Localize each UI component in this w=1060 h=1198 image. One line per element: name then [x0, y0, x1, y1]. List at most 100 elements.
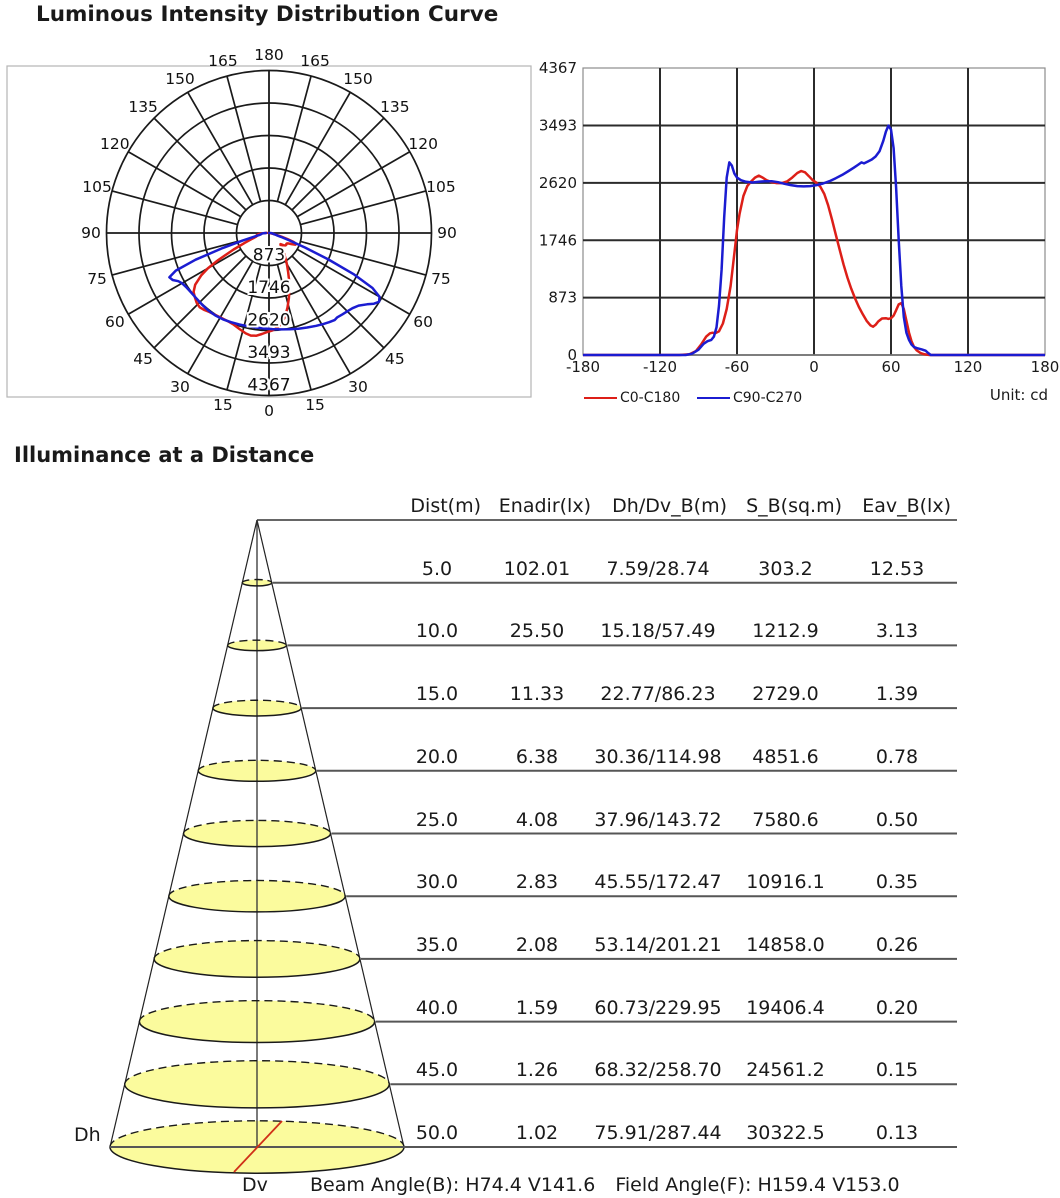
polar-angle-tick: 150: [343, 70, 373, 88]
table-cell-r3-c0: 20.0: [415, 745, 459, 768]
cartesian-x-tick: -180: [566, 358, 600, 376]
table-cell-r6-c0: 35.0: [415, 933, 459, 956]
table-cell-r6-c1: 2.08: [515, 933, 559, 956]
polar-angle-tick: 165: [300, 52, 330, 70]
polar-spoke: [296, 151, 411, 218]
table-cell-r0-c2: 7.59/28.74: [606, 557, 710, 580]
table-cell-r2-c2: 22.77/86.23: [600, 683, 716, 706]
polar-radial-tick: 4367: [247, 376, 290, 396]
cone-ellipse-back: [124, 1060, 390, 1085]
table-cell-r2-c4: 1.39: [875, 683, 919, 706]
polar-curve-C0-C180: [192, 231, 298, 337]
dh-axis-label: Dh: [74, 1124, 101, 1146]
polar-spoke: [284, 91, 351, 206]
polar-radial-tick: 873: [253, 246, 285, 266]
polar-spoke: [300, 190, 427, 226]
cone-ellipse-front: [168, 896, 346, 913]
polar-angle-tick: 90: [437, 224, 457, 242]
table-cell-r7-c3: 19406.4: [746, 996, 825, 1019]
table-cell-r4-c3: 7580.6: [752, 808, 819, 831]
polar-chart-frame: [6, 65, 532, 398]
table-cell-r3-c3: 4851.6: [752, 745, 819, 768]
table-cell-r5-c2: 45.55/172.47: [594, 871, 722, 894]
table-cell-r1-c4: 3.13: [875, 620, 919, 643]
table-cell-r8-c4: 0.15: [875, 1059, 919, 1082]
legend-swatch-blue: [697, 397, 730, 399]
polar-radial-tick: 1746: [247, 278, 290, 298]
table-cell-r0-c0: 5.0: [421, 557, 453, 580]
cone-ellipse-front: [241, 582, 273, 587]
table-cell-r6-c4: 0.26: [875, 933, 919, 956]
table-header-4: Eav_B(lx): [862, 495, 951, 517]
cone-ellipse-front: [138, 1021, 376, 1044]
cone-ellipse-back: [226, 639, 288, 646]
table-header-1: Enadir(lx): [498, 495, 591, 517]
cone-ellipse-front: [123, 1084, 391, 1109]
cartesian-curve-C90-C270: [583, 124, 1045, 357]
table-cell-r9-c1: 1.02: [515, 1122, 559, 1144]
polar-spoke: [127, 151, 242, 218]
polar-spoke: [226, 75, 262, 202]
cone-ellipse-back: [168, 879, 346, 897]
legend-item-c90-c270: C90-C270: [697, 390, 802, 406]
table-cell-r2-c1: 11.33: [509, 683, 565, 706]
polar-angle-tick: 180: [254, 46, 284, 64]
legend-label-c0-c180: C0-C180: [620, 390, 681, 406]
table-cell-r3-c1: 6.38: [515, 745, 559, 768]
table-cell-r5-c1: 2.83: [515, 871, 559, 894]
table-cell-r7-c0: 40.0: [415, 996, 459, 1019]
table-header-3: S_B(sq.m): [746, 495, 842, 517]
table-cell-r0-c3: 303.2: [758, 557, 813, 580]
cartesian-y-tick: 0: [567, 346, 577, 364]
table-cell-r7-c4: 0.20: [875, 996, 919, 1019]
table-cell-r9-c2: 75.91/287.44: [594, 1122, 722, 1144]
polar-angle-tick: 45: [133, 350, 153, 368]
cartesian-y-tick: 1746: [539, 231, 577, 249]
table-cell-r8-c2: 68.32/258.70: [594, 1059, 722, 1082]
field-angle-text: Field Angle(F): H159.4 V153.0: [615, 1174, 900, 1196]
polar-angle-tick: 0: [264, 402, 274, 420]
cone-ellipse-front: [109, 1146, 405, 1174]
table-cell-r4-c4: 0.50: [875, 808, 919, 831]
cone-ellipse-back: [153, 939, 361, 960]
cone-ellipse-back: [138, 999, 376, 1022]
table-cell-r7-c1: 1.59: [515, 996, 559, 1019]
polar-radial-tick: 3493: [247, 343, 290, 363]
table-cell-r1-c2: 15.18/57.49: [600, 620, 716, 643]
legend-item-c0-c180: C0-C180: [584, 390, 680, 406]
cartesian-x-tick: -120: [643, 358, 677, 376]
table-cell-r8-c3: 24561.2: [746, 1059, 825, 1082]
cartesian-x-tick: 180: [1031, 358, 1060, 376]
polar-spoke: [300, 240, 427, 276]
dv-axis-label: Dv: [242, 1174, 268, 1196]
table-cell-r5-c4: 0.35: [875, 871, 919, 894]
cone-ellipse-back: [212, 699, 302, 709]
unit-label: Unit: cd: [989, 386, 1048, 404]
polar-angle-tick: 150: [165, 70, 195, 88]
cone-ellipse-front: [182, 833, 332, 848]
polar-angle-tick: 105: [82, 178, 112, 196]
table-header-2: Dh/Dv_B(m): [612, 495, 727, 517]
table-cell-r0-c1: 102.01: [503, 557, 571, 580]
polar-spoke: [127, 248, 242, 315]
table-cell-r2-c3: 2729.0: [752, 683, 819, 706]
polar-spoke: [187, 91, 254, 206]
polar-angle-tick: 30: [170, 378, 190, 396]
cone-ellipse-front: [153, 958, 361, 978]
legend-label-c90-c270: C90-C270: [733, 390, 803, 406]
table-cell-r3-c2: 30.36/114.98: [594, 745, 722, 768]
table-cell-r8-c1: 1.26: [515, 1059, 559, 1082]
polar-angle-tick: 60: [105, 313, 125, 331]
polar-spoke: [226, 264, 262, 391]
table-cell-r4-c1: 4.08: [515, 808, 559, 831]
polar-spoke: [296, 248, 411, 315]
cartesian-x-tick: 60: [881, 358, 900, 376]
polar-spoke: [276, 264, 312, 391]
polar-spoke: [284, 260, 351, 375]
cone-ellipse-front: [197, 770, 317, 783]
polar-angle-tick: 30: [348, 378, 368, 396]
polar-angle-tick: 75: [431, 270, 451, 288]
table-cell-r9-c4: 0.13: [875, 1122, 919, 1144]
polar-curve-C90-C270: [168, 231, 381, 331]
polar-angle-tick: 60: [413, 313, 433, 331]
